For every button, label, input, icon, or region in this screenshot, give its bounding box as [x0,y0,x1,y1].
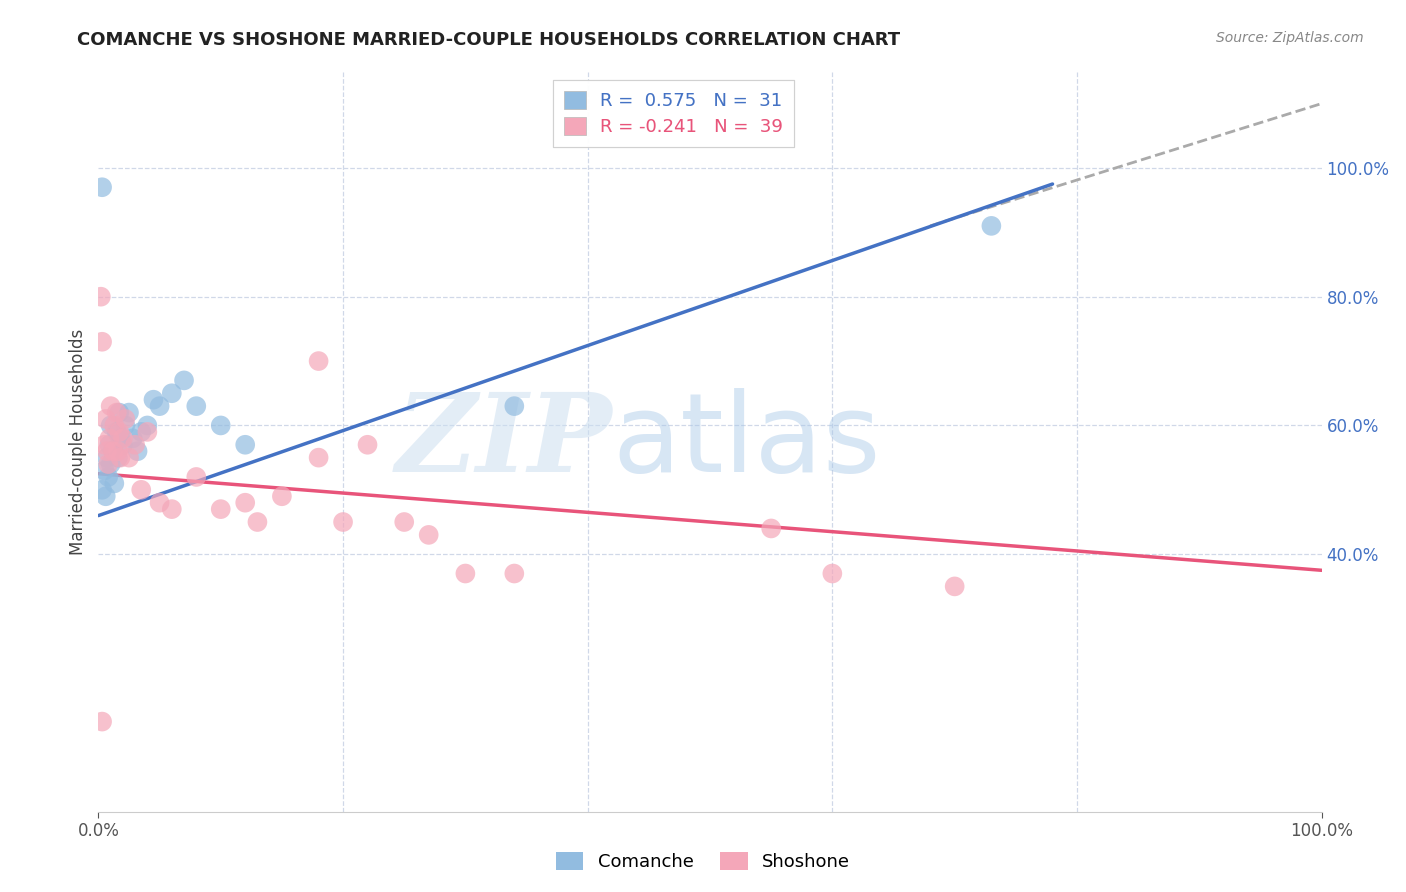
Point [97,470,120,484]
Point [108,406,131,420]
Point [91,714,114,729]
Point [761,521,783,535]
Point [94,412,117,426]
Point [93,463,115,477]
Point [503,566,526,581]
Point [246,515,269,529]
Point [233,438,256,452]
Point [107,444,129,458]
Point [160,502,183,516]
Point [90,290,112,304]
Point [173,373,195,387]
Point [186,470,208,484]
Point [105,425,128,439]
Text: atlas: atlas [612,388,880,495]
Point [101,444,124,458]
Point [91,334,114,349]
Point [94,489,117,503]
Point [136,418,159,433]
Point [332,515,354,529]
Point [160,386,183,401]
Point [111,438,134,452]
Point [118,406,141,420]
Point [129,483,152,497]
Point [100,418,122,433]
Point [503,399,526,413]
Point [142,392,165,407]
Point [108,425,131,439]
Point [308,354,330,368]
Point [124,438,146,452]
Point [980,219,1002,233]
Point [821,566,844,581]
Point [97,457,120,471]
Point [114,412,136,426]
Legend: R =  0.575   N =  31, R = -0.241   N =  39: R = 0.575 N = 31, R = -0.241 N = 39 [553,80,793,147]
Point [356,438,378,452]
Point [91,180,114,194]
Point [96,450,118,465]
Point [98,438,121,452]
Point [233,496,256,510]
Point [111,431,134,445]
Point [101,444,124,458]
Point [114,418,136,433]
Point [91,483,114,497]
Point [100,399,122,413]
Point [209,418,232,433]
Point [270,489,294,503]
Point [129,425,152,439]
Point [136,425,159,439]
Point [96,444,118,458]
Text: COMANCHE VS SHOSHONE MARRIED-COUPLE HOUSEHOLDS CORRELATION CHART: COMANCHE VS SHOSHONE MARRIED-COUPLE HOUS… [77,31,900,49]
Point [209,502,232,516]
Point [110,431,132,445]
Point [418,528,440,542]
Point [308,450,330,465]
Point [98,431,121,445]
Point [105,406,128,420]
Point [121,431,143,445]
Point [943,579,966,593]
Point [118,450,141,465]
Point [186,399,208,413]
Point [93,438,115,452]
Legend: Comanche, Shoshone: Comanche, Shoshone [548,846,858,879]
Point [100,457,122,471]
Point [149,399,172,413]
Point [103,418,125,433]
Point [149,496,172,510]
Point [392,515,416,529]
Point [107,450,129,465]
Point [110,450,132,465]
Point [454,566,477,581]
Y-axis label: Married-couple Households: Married-couple Households [69,328,87,555]
Point [127,444,149,458]
Text: Source: ZipAtlas.com: Source: ZipAtlas.com [1216,31,1364,45]
Point [103,476,125,491]
Text: ZIP: ZIP [395,388,612,495]
